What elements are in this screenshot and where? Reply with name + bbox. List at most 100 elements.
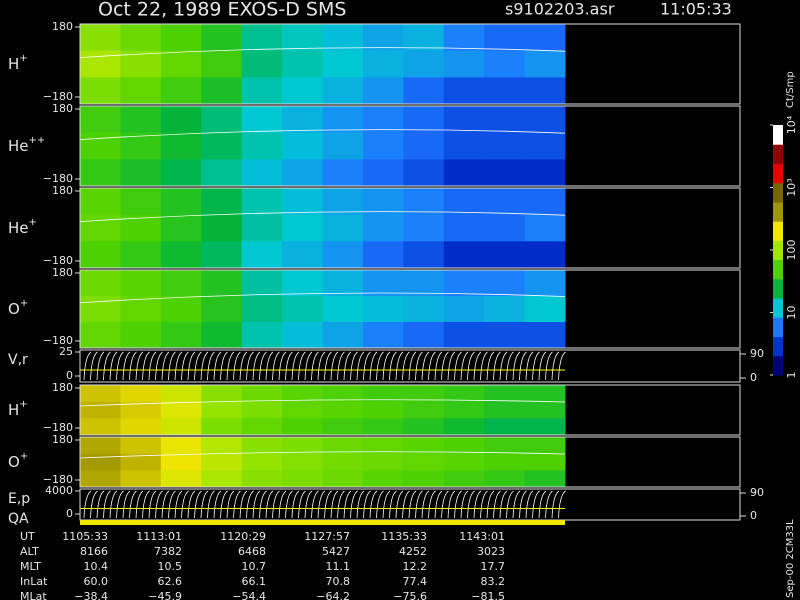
table-cell: 70.8 (326, 575, 351, 588)
heatmap-cell (524, 24, 566, 52)
heatmap-cell (403, 437, 445, 455)
heatmap-cell (403, 322, 445, 349)
table-row-label: InLat (20, 575, 48, 588)
heatmap-cell (201, 106, 243, 134)
heatmap-cell (201, 214, 243, 242)
heatmap-cell (322, 418, 364, 436)
table-cell: 17.7 (481, 560, 506, 573)
heatmap-cell (403, 470, 445, 488)
panel-frame (79, 105, 741, 187)
heatmap-cell (160, 322, 202, 349)
colorbar-segment (773, 336, 783, 357)
heatmap-cell (120, 322, 162, 349)
heatmap-cell (160, 270, 202, 297)
heatmap-cell (362, 296, 404, 323)
heatmap-cell (403, 296, 445, 323)
heatmap-cell (201, 24, 243, 52)
heatmap-cell (322, 296, 364, 323)
heatmap-cell (322, 24, 364, 52)
heatmap-cell (403, 132, 445, 160)
heatmap-cell (322, 188, 364, 216)
heatmap-cell (80, 385, 121, 403)
heatmap-cell (524, 437, 566, 455)
panel-frame (79, 23, 741, 105)
panel-label: H+ (8, 399, 28, 419)
heatmap-cell (120, 241, 162, 269)
ion: O (8, 300, 20, 318)
heatmap-cell (241, 453, 283, 471)
heatmap-cell (160, 50, 202, 78)
table-cell: 7382 (154, 545, 182, 558)
heatmap-cell (80, 418, 121, 436)
colorbar-label: Ct/Smp (785, 71, 796, 108)
heatmap-cell (524, 132, 566, 160)
charge: + (20, 451, 28, 462)
heatmap-cell (443, 241, 485, 269)
heatmap-cell (241, 322, 283, 349)
panel-frame (79, 384, 741, 436)
heatmap-cell (160, 24, 202, 52)
heatmap-cell (120, 418, 162, 436)
heatmap-cell (484, 401, 526, 419)
qa-bar (80, 520, 565, 525)
heatmap-cell (80, 159, 121, 187)
heatmap-cell (484, 453, 526, 471)
heatmap-cell (362, 159, 404, 187)
heatmap-cell (362, 437, 404, 455)
table-row-label: ALT (20, 545, 39, 558)
heatmap-cell (403, 453, 445, 471)
charge: + (20, 298, 28, 309)
heatmap-cell (80, 132, 121, 160)
y-tick-label: −180 (43, 172, 73, 185)
y-tick-label: −180 (43, 254, 73, 267)
time: 11:05:33 (660, 0, 732, 19)
panel-label: E,p (8, 491, 30, 507)
panel-frame (79, 269, 741, 349)
colorbar-segment (773, 298, 783, 318)
heatmap-cell (282, 401, 323, 419)
charge: + (19, 53, 27, 64)
heatmap-cell (484, 188, 526, 216)
table-cell: 60.0 (84, 575, 109, 588)
heatmap-cell (403, 50, 445, 78)
heatmap-cell (282, 270, 323, 297)
reference-line (79, 292, 566, 304)
heatmap-cell (241, 132, 283, 160)
heatmap-cell (524, 470, 566, 488)
heatmap-cell (282, 437, 323, 455)
heatmap-cell (362, 322, 404, 349)
heatmap-cell (282, 214, 323, 242)
heatmap-cell (524, 385, 566, 403)
heatmap-cell (484, 270, 526, 297)
heatmap-cell (322, 270, 364, 297)
heatmap-cell (160, 106, 202, 134)
colorbar-tick-label: 10³ (785, 178, 798, 196)
heatmap-cell (443, 418, 485, 436)
title: Oct 22, 1989 EXOS-D SMS (98, 0, 346, 21)
y-tick-label: 0 (66, 369, 73, 382)
heatmap-cell (524, 241, 566, 269)
heatmap-cell (120, 270, 162, 297)
heatmap-cell (484, 296, 526, 323)
heatmap-cell (484, 24, 526, 52)
y-tick-label: −180 (43, 473, 73, 486)
heatmap-cell (160, 132, 202, 160)
table-cell: 8166 (80, 545, 108, 558)
heatmap-cell (443, 106, 485, 134)
heatmap-cell (484, 159, 526, 187)
heatmap-cell (362, 106, 404, 134)
heatmap-cell (241, 241, 283, 269)
table-cell: −64.2 (316, 590, 350, 600)
heatmap-cell (120, 470, 162, 488)
heatmap-cell (160, 77, 202, 105)
heatmap-cell (443, 188, 485, 216)
heatmap-cell (484, 437, 526, 455)
heatmap-cell (403, 385, 445, 403)
heatmap-cell (201, 385, 243, 403)
y-tick-label: 180 (52, 266, 73, 279)
heatmap-cell (484, 106, 526, 134)
heatmap-cell (403, 188, 445, 216)
heatmap-cell (322, 470, 364, 488)
table-cell: −81.5 (471, 590, 505, 600)
table-cell: −38.4 (74, 590, 108, 600)
